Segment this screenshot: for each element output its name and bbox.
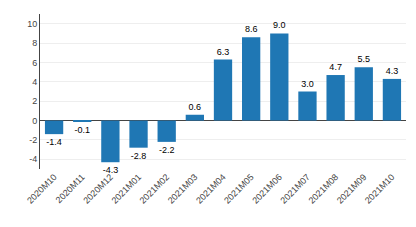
svg-text:8: 8 xyxy=(32,38,37,48)
svg-text:2020M11: 2020M11 xyxy=(54,172,87,205)
svg-text:10: 10 xyxy=(27,19,37,29)
svg-text:-4.3: -4.3 xyxy=(103,165,119,175)
svg-text:0.6: 0.6 xyxy=(189,102,202,112)
svg-text:0: 0 xyxy=(32,116,37,126)
svg-text:2021M06: 2021M06 xyxy=(250,172,284,206)
svg-text:2021M08: 2021M08 xyxy=(307,172,341,206)
svg-text:6.3: 6.3 xyxy=(217,47,230,57)
svg-text:2: 2 xyxy=(32,96,37,106)
svg-text:4.3: 4.3 xyxy=(386,66,399,76)
svg-text:2021M10: 2021M10 xyxy=(363,172,397,206)
svg-text:2021M04: 2021M04 xyxy=(194,172,228,206)
svg-text:4: 4 xyxy=(32,77,37,87)
svg-text:2021M03: 2021M03 xyxy=(166,172,200,206)
svg-text:2021M05: 2021M05 xyxy=(222,172,256,206)
svg-text:2021M01: 2021M01 xyxy=(110,172,144,206)
svg-text:-0.1: -0.1 xyxy=(74,125,90,135)
svg-text:-1.4: -1.4 xyxy=(46,137,62,147)
svg-text:5.5: 5.5 xyxy=(358,54,371,64)
svg-text:8.6: 8.6 xyxy=(245,24,258,34)
svg-text:9.0: 9.0 xyxy=(273,20,286,30)
svg-text:2021M09: 2021M09 xyxy=(335,172,369,206)
svg-text:3.0: 3.0 xyxy=(301,79,314,89)
svg-text:4.7: 4.7 xyxy=(329,62,342,72)
svg-text:-2.2: -2.2 xyxy=(159,145,175,155)
svg-text:-2: -2 xyxy=(29,135,37,145)
svg-text:2021M02: 2021M02 xyxy=(138,172,172,206)
svg-text:6: 6 xyxy=(32,58,37,68)
svg-text:2021M07: 2021M07 xyxy=(278,172,312,206)
svg-text:-2.8: -2.8 xyxy=(131,151,147,161)
svg-text:2020M10: 2020M10 xyxy=(25,172,59,206)
svg-text:2020M12: 2020M12 xyxy=(81,172,115,206)
svg-text:-4: -4 xyxy=(29,154,37,164)
